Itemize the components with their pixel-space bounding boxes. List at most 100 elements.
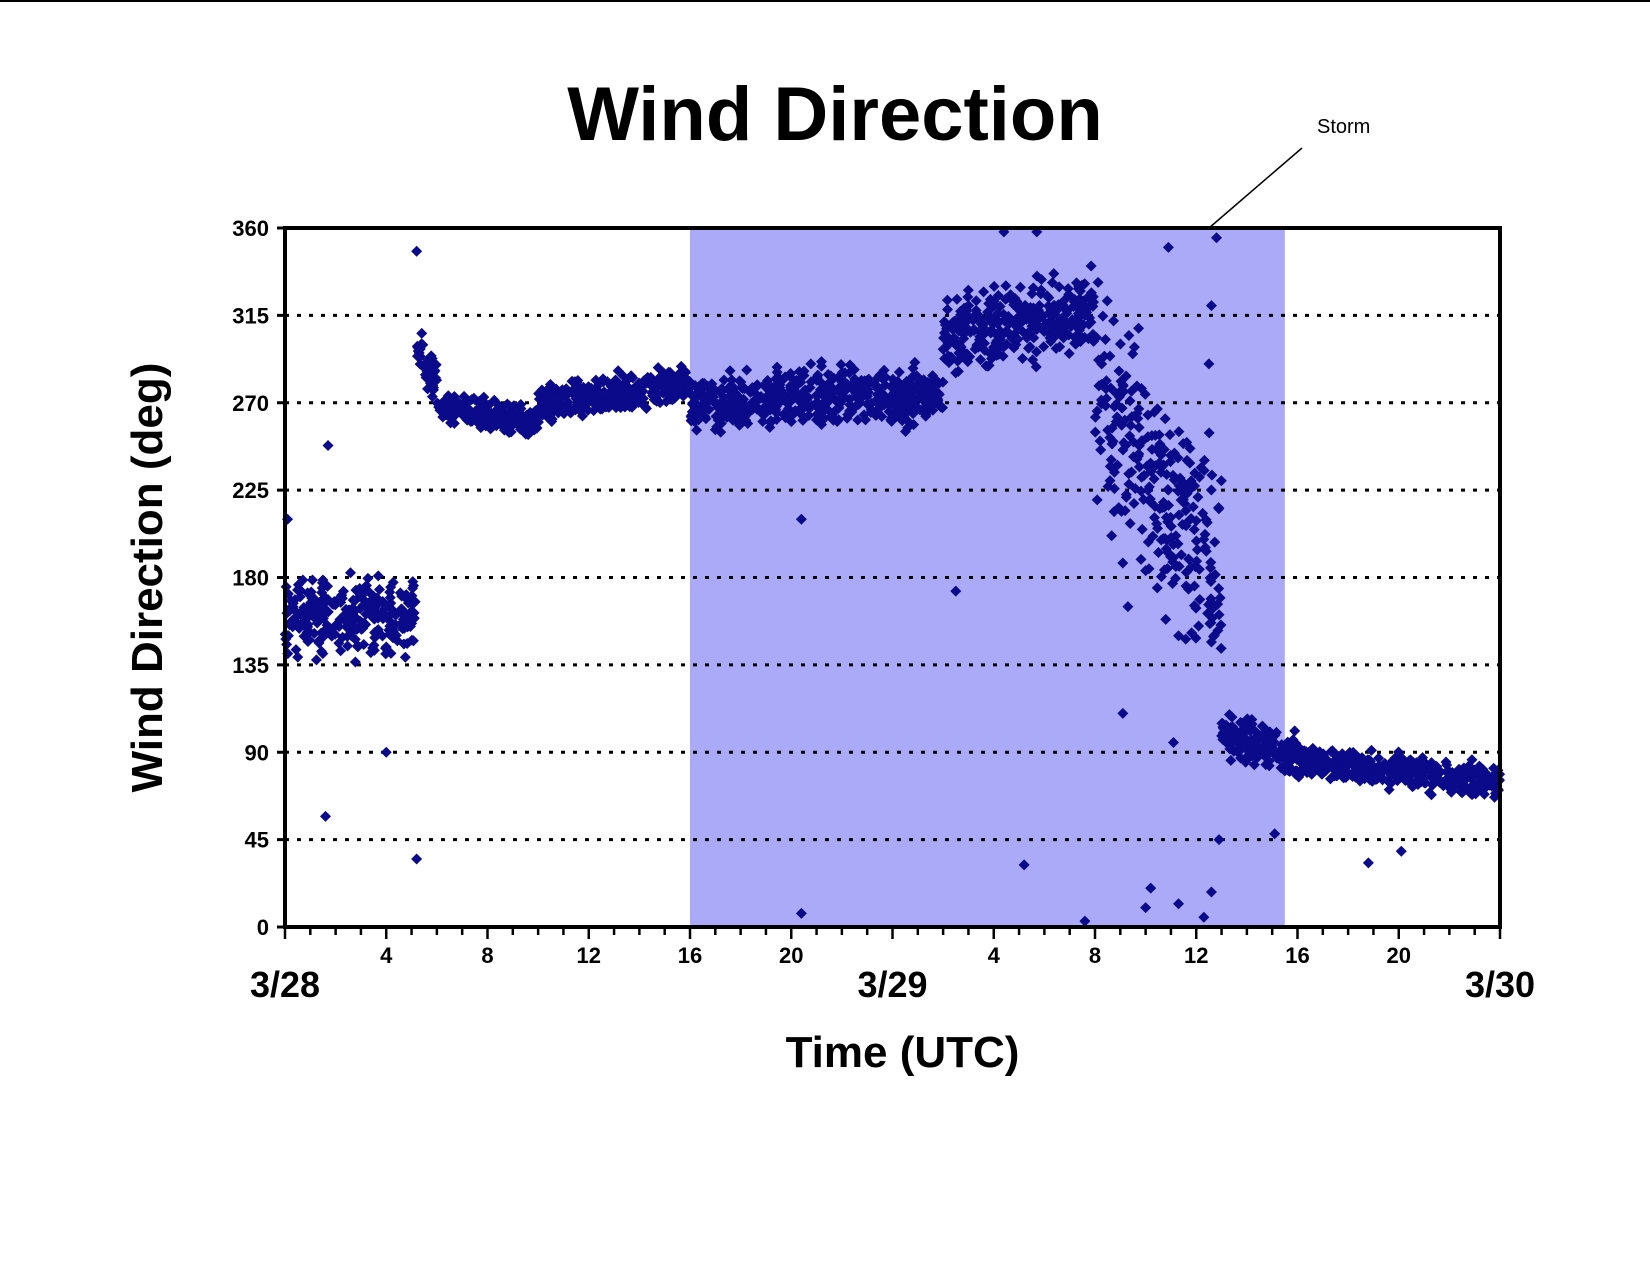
data-point: [939, 353, 951, 365]
data-point: [712, 414, 724, 426]
data-point: [307, 602, 319, 614]
data-point: [700, 413, 712, 425]
data-point: [1151, 582, 1163, 594]
data-point: [551, 392, 563, 404]
data-point: [428, 384, 440, 396]
data-point: [340, 616, 352, 628]
data-point: [824, 384, 836, 396]
data-point: [1299, 761, 1311, 773]
data-point: [598, 388, 610, 400]
x-hour-tick-label: 4: [988, 943, 1001, 968]
y-tick-label: 90: [245, 740, 269, 765]
data-point: [442, 390, 454, 402]
data-point: [1373, 752, 1385, 764]
data-point: [1004, 312, 1016, 324]
data-point: [318, 605, 330, 617]
data-point: [1173, 898, 1185, 910]
data-point: [1019, 299, 1031, 311]
data-point: [706, 378, 718, 390]
data-point: [1158, 564, 1170, 576]
data-point: [771, 414, 783, 426]
data-point: [910, 371, 922, 383]
data-point: [458, 390, 470, 402]
data-point: [1311, 750, 1323, 762]
data-point: [1284, 765, 1296, 777]
data-point: [1162, 484, 1174, 496]
data-point: [978, 286, 990, 298]
data-point: [1152, 547, 1164, 559]
data-point: [406, 634, 418, 646]
data-point: [1123, 478, 1135, 490]
data-point: [805, 376, 817, 388]
data-point: [501, 398, 513, 410]
data-point: [1240, 756, 1252, 768]
data-point: [941, 294, 953, 306]
data-point: [940, 341, 952, 353]
data-point: [1177, 519, 1189, 531]
data-point: [1159, 413, 1171, 425]
data-point: [1466, 780, 1478, 792]
data-point: [555, 400, 567, 412]
data-point: [1140, 902, 1152, 914]
data-point: [1106, 530, 1118, 542]
data-point: [1330, 753, 1342, 765]
data-point: [1406, 781, 1418, 793]
scatter-points: [279, 226, 1506, 927]
data-point: [1160, 511, 1172, 523]
data-point: [335, 645, 347, 657]
y-tick-label: 270: [232, 391, 269, 416]
data-point: [805, 358, 817, 370]
data-point: [339, 609, 351, 621]
data-point: [909, 356, 921, 368]
data-point: [373, 583, 385, 595]
y-tick-label: 45: [245, 828, 269, 853]
data-point: [951, 293, 963, 305]
data-point: [798, 370, 810, 382]
data-point: [961, 309, 973, 321]
data-point: [610, 391, 622, 403]
data-point: [1100, 383, 1112, 395]
data-point: [872, 372, 884, 384]
data-point: [1277, 743, 1289, 755]
data-point: [1108, 483, 1120, 495]
x-hour-tick-label: 4: [380, 943, 393, 968]
data-point: [1148, 473, 1160, 485]
data-point: [1441, 759, 1453, 771]
data-point: [1106, 422, 1118, 434]
data-point: [580, 387, 592, 399]
data-point: [1384, 766, 1396, 778]
data-point: [1014, 281, 1026, 293]
data-point: [483, 399, 495, 411]
data-point: [522, 429, 534, 441]
data-point: [486, 412, 498, 424]
data-point: [694, 383, 706, 395]
data-point: [714, 404, 726, 416]
data-point: [1124, 395, 1136, 407]
x-date-tick-label: 3/29: [857, 964, 927, 1005]
y-tick-label: 135: [232, 653, 269, 678]
data-point: [507, 413, 519, 425]
data-point: [1227, 721, 1239, 733]
data-point: [1444, 779, 1456, 791]
data-point: [426, 391, 438, 403]
data-point: [674, 381, 686, 393]
data-point: [1018, 859, 1030, 871]
data-point: [1058, 332, 1070, 344]
data-point: [290, 644, 302, 656]
data-point: [431, 397, 443, 409]
data-point: [1393, 746, 1405, 758]
data-point: [988, 341, 1000, 353]
data-point: [400, 592, 412, 604]
data-point: [1203, 358, 1215, 370]
data-point: [620, 393, 632, 405]
data-point: [975, 354, 987, 366]
data-point: [1001, 292, 1013, 304]
data-point: [1153, 457, 1165, 469]
data-point: [411, 853, 423, 865]
x-axis-label: Time (UTC): [786, 1028, 1020, 1077]
data-point: [973, 309, 985, 321]
data-point: [1122, 601, 1134, 613]
data-point: [968, 325, 980, 337]
data-point: [1123, 468, 1135, 480]
data-point: [1456, 787, 1468, 799]
